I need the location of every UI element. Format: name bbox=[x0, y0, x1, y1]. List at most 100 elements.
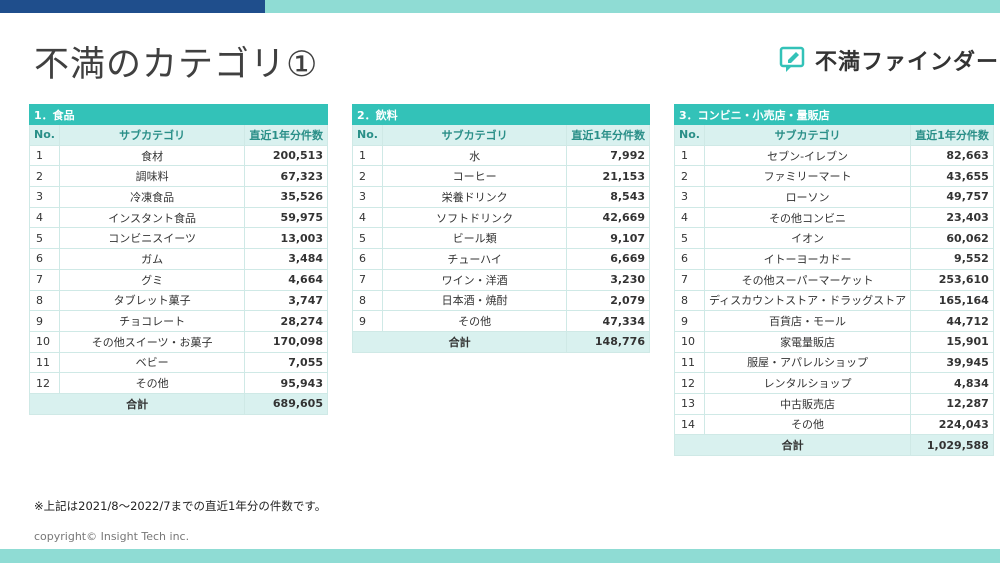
row-count: 49,757 bbox=[910, 186, 994, 208]
row-subcategory: ビール類 bbox=[381, 227, 568, 250]
row-number: 8 bbox=[352, 289, 383, 312]
row-count: 2,079 bbox=[566, 289, 650, 312]
row-count: 67,323 bbox=[244, 165, 328, 188]
table-row: 5 イオン 60,062 bbox=[674, 227, 994, 250]
footnote: ※上記は2021/8～2022/7までの直近1年分の件数です。 bbox=[34, 499, 327, 513]
row-subcategory: 調味料 bbox=[58, 165, 246, 188]
row-subcategory: ローソン bbox=[703, 186, 912, 208]
row-number: 3 bbox=[29, 186, 60, 208]
row-subcategory: コンビニスイーツ bbox=[58, 227, 246, 250]
row-subcategory: レンタルショップ bbox=[703, 372, 912, 394]
row-count: 47,334 bbox=[566, 310, 650, 332]
table-row: 6 ガム 3,484 bbox=[29, 248, 328, 270]
table-row: 11 服屋・アパレルショップ 39,945 bbox=[674, 351, 994, 374]
row-number: 12 bbox=[674, 372, 705, 394]
row-number: 12 bbox=[29, 372, 60, 394]
row-number: 9 bbox=[352, 310, 383, 332]
row-number: 9 bbox=[29, 310, 60, 332]
row-subcategory: 百貨店・モール bbox=[703, 310, 912, 332]
total-label: 合計 bbox=[351, 330, 568, 353]
table-row: 9 チョコレート 28,274 bbox=[29, 310, 328, 332]
row-count: 23,403 bbox=[910, 206, 994, 229]
table-row: 8 日本酒・焼酎 2,079 bbox=[352, 289, 650, 312]
row-count: 8,543 bbox=[566, 186, 650, 208]
table-row: 4 その他コンビニ 23,403 bbox=[674, 206, 994, 229]
table-row: 3 ローソン 49,757 bbox=[674, 186, 994, 208]
col-header-subcategory: サブカテゴリ bbox=[58, 124, 246, 146]
col-header-no: No. bbox=[29, 124, 60, 146]
row-subcategory: 中古販売店 bbox=[703, 392, 912, 415]
table-row: 12 その他 95,943 bbox=[29, 372, 328, 394]
table-heading: 2．飲料 bbox=[352, 104, 650, 125]
row-subcategory: 冷凍食品 bbox=[58, 186, 246, 208]
table-row: 5 コンビニスイーツ 13,003 bbox=[29, 227, 328, 250]
table-row: 10 家電量販店 15,901 bbox=[674, 330, 994, 353]
row-number: 10 bbox=[674, 330, 705, 353]
row-count: 39,945 bbox=[910, 351, 994, 374]
col-header-count: 直近1年分件数 bbox=[244, 124, 328, 146]
row-count: 4,664 bbox=[244, 268, 328, 291]
total-label: 合計 bbox=[28, 392, 246, 415]
row-count: 3,230 bbox=[566, 268, 650, 291]
table-row: 11 ベビー 7,055 bbox=[29, 351, 328, 374]
col-header-no: No. bbox=[352, 124, 383, 146]
row-subcategory: ソフトドリンク bbox=[381, 206, 568, 229]
table-row: 3 冷凍食品 35,526 bbox=[29, 186, 328, 208]
row-number: 5 bbox=[29, 227, 60, 250]
row-number: 5 bbox=[352, 227, 383, 250]
row-number: 8 bbox=[674, 289, 705, 312]
row-subcategory: イオン bbox=[703, 227, 912, 250]
row-subcategory: インスタント食品 bbox=[58, 206, 246, 229]
table-row: 12 レンタルショップ 4,834 bbox=[674, 372, 994, 394]
row-count: 95,943 bbox=[244, 372, 328, 394]
row-subcategory: 家電量販店 bbox=[703, 330, 912, 353]
table-row: 5 ビール類 9,107 bbox=[352, 227, 650, 250]
row-count: 200,513 bbox=[244, 144, 328, 167]
total-value: 1,029,588 bbox=[910, 434, 994, 456]
row-number: 11 bbox=[674, 351, 705, 374]
row-subcategory: ベビー bbox=[58, 351, 246, 374]
table-heading: 3．コンビニ・小売店・量販店 bbox=[674, 104, 994, 125]
table-row: 13 中古販売店 12,287 bbox=[674, 392, 994, 415]
row-count: 7,992 bbox=[566, 144, 650, 167]
row-count: 42,669 bbox=[566, 206, 650, 229]
row-number: 1 bbox=[674, 144, 705, 167]
logo-text: 不満ファインダー bbox=[815, 50, 1000, 75]
total-value: 689,605 bbox=[244, 392, 328, 415]
row-count: 59,975 bbox=[244, 206, 328, 229]
table-food: 1．食品 No. サブカテゴリ 直近1年分件数 1 食材 200,513 2 調味料 67… bbox=[28, 104, 328, 415]
row-count: 3,747 bbox=[244, 289, 328, 312]
copyright: copyright© Insight Tech inc. bbox=[34, 530, 190, 543]
col-header-count: 直近1年分件数 bbox=[566, 124, 650, 146]
row-count: 43,655 bbox=[910, 165, 994, 188]
table-beverage: 2．飲料 No. サブカテゴリ 直近1年分件数 1 水 7,992 2 コーヒー 21,1… bbox=[351, 104, 650, 353]
row-subcategory: 水 bbox=[381, 144, 568, 167]
row-subcategory: ファミリーマート bbox=[703, 165, 912, 188]
table-row: 8 ディスカウントストア・ドラッグストア 165,164 bbox=[674, 289, 994, 312]
row-number: 2 bbox=[29, 165, 60, 188]
table-row: 9 百貨店・モール 44,712 bbox=[674, 310, 994, 332]
row-subcategory: グミ bbox=[58, 268, 246, 291]
row-count: 9,107 bbox=[566, 227, 650, 250]
table-row: 2 調味料 67,323 bbox=[29, 165, 328, 188]
brand-logo: 不満ファインダー bbox=[779, 44, 999, 76]
table-row: 8 タブレット菓子 3,747 bbox=[29, 289, 328, 312]
table-row: 14 その他 224,043 bbox=[674, 413, 994, 436]
table-row: 7 グミ 4,664 bbox=[29, 268, 328, 291]
row-subcategory: その他コンビニ bbox=[703, 206, 912, 229]
row-number: 6 bbox=[352, 248, 383, 270]
row-subcategory: ワイン・洋酒 bbox=[381, 268, 568, 291]
row-subcategory: チョコレート bbox=[58, 310, 246, 332]
row-count: 82,663 bbox=[910, 144, 994, 167]
row-number: 7 bbox=[352, 268, 383, 291]
table-retail: 3．コンビニ・小売店・量販店 No. サブカテゴリ 直近1年分件数 1 セブン-イ… bbox=[673, 104, 994, 456]
row-count: 60,062 bbox=[910, 227, 994, 250]
row-count: 4,834 bbox=[910, 372, 994, 394]
row-subcategory: タブレット菓子 bbox=[58, 289, 246, 312]
table-row: 1 セブン-イレブン 82,663 bbox=[674, 144, 994, 167]
row-number: 3 bbox=[674, 186, 705, 208]
row-number: 1 bbox=[29, 144, 60, 167]
table-row: 1 食材 200,513 bbox=[29, 144, 328, 167]
table-row: 4 ソフトドリンク 42,669 bbox=[352, 206, 650, 229]
row-subcategory: 日本酒・焼酎 bbox=[381, 289, 568, 312]
